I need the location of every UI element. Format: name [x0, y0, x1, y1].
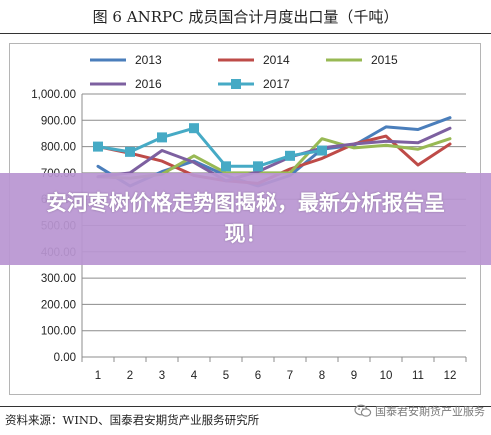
y-tick-label: 100.00 — [41, 326, 76, 338]
overlay-banner: 安河枣树价格走势图揭秘，最新分析报告呈现！ — [0, 173, 491, 265]
banner-headline: 安河枣树价格走势图揭秘，最新分析报告呈现！ — [46, 191, 445, 246]
chart-title: 图 6 ANRPC 成员国合计月度出口量（千吨） — [92, 8, 399, 26]
x-tick-label: 10 — [380, 370, 393, 382]
data-point — [285, 150, 295, 161]
series-2016 — [96, 126, 452, 183]
source-note: 资料来源：WIND、国泰君安期货产业服务研究所 — [5, 413, 260, 427]
legend-item-2016: 2016 — [90, 77, 162, 91]
legend-label: 2013 — [135, 53, 162, 67]
series-2017 — [93, 123, 327, 172]
y-tick-label: 0.00 — [54, 352, 76, 364]
series-line-2017 — [96, 126, 324, 168]
top-divider — [0, 33, 491, 34]
data-point — [189, 123, 199, 134]
data-point — [157, 132, 167, 143]
legend-item-2015: 2015 — [326, 53, 398, 67]
y-tick-label: 300.00 — [41, 273, 76, 285]
x-tick-label: 5 — [223, 370, 229, 382]
legend-label: 2017 — [263, 77, 290, 91]
x-tick-label: 8 — [319, 370, 325, 382]
x-tick-label: 9 — [351, 370, 357, 382]
x-tick-label: 3 — [159, 370, 165, 382]
x-tick-label: 2 — [127, 370, 133, 382]
x-tick-label: 4 — [191, 370, 198, 382]
legend-label: 2014 — [263, 53, 290, 67]
x-tick-label: 6 — [255, 370, 261, 382]
legend-item-2013: 2013 — [90, 53, 162, 67]
legend-marker — [231, 79, 241, 89]
data-point — [253, 161, 263, 172]
legend-label: 2016 — [135, 77, 162, 91]
y-tick-label: 200.00 — [41, 299, 76, 311]
watermark-text: 国泰君安期货产业服务 — [375, 405, 485, 418]
bottom-divider — [0, 406, 491, 407]
x-tick-label: 12 — [444, 370, 457, 382]
data-point — [125, 146, 135, 157]
x-tick-label: 1 — [95, 370, 101, 382]
legend-item-2014: 2014 — [218, 53, 290, 67]
x-tick-label: 7 — [287, 370, 293, 382]
data-point — [221, 161, 231, 172]
data-point — [317, 145, 327, 156]
data-point — [93, 141, 103, 152]
y-tick-label: 1,000.00 — [31, 89, 76, 101]
y-tick-label: 800.00 — [41, 142, 76, 154]
wechat-icon — [354, 404, 372, 417]
y-tick-label: 900.00 — [41, 115, 76, 127]
legend: 2013 2014 2015 2016 2017 — [90, 53, 398, 91]
legend-label: 2015 — [371, 53, 398, 67]
x-tick-label: 11 — [412, 370, 424, 382]
watermark: 国泰君安期货产业服务 — [354, 403, 485, 419]
legend-item-2017: 2017 — [218, 77, 290, 91]
series-line-2016 — [96, 126, 452, 183]
